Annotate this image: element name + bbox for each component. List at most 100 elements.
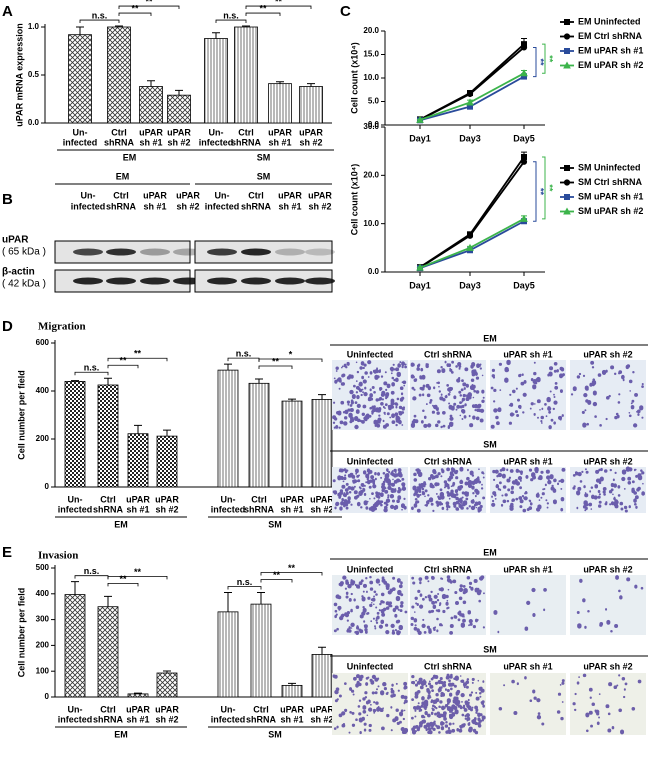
blot-band — [207, 277, 237, 285]
stained-cells — [490, 359, 565, 430]
bar — [127, 433, 149, 488]
blot-band — [106, 277, 136, 285]
significance-bracket — [258, 358, 323, 362]
significance-label: ** — [536, 59, 546, 67]
significance-bracket — [215, 19, 247, 24]
micrograph-label: uPAR sh #1 — [503, 564, 552, 574]
x-tick-label: sh #1 — [280, 504, 303, 514]
marker — [416, 115, 424, 123]
group-label: SM — [268, 729, 282, 739]
legend-label: EM Ctrl shRNA — [578, 31, 643, 41]
bar — [127, 693, 149, 698]
x-tick-label: Ctrl — [111, 127, 127, 137]
error-bar — [288, 398, 296, 402]
x-tick-label: infected — [211, 714, 246, 724]
x-tick-label: shRNA — [231, 137, 262, 147]
y-tick-label: 500 — [36, 563, 50, 572]
x-tick-label: uPAR — [155, 704, 179, 714]
bar — [217, 611, 239, 698]
bar — [268, 83, 292, 124]
legend-label: SM Ctrl shRNA — [578, 177, 643, 187]
marker — [466, 232, 474, 239]
x-tick-label: uPAR — [280, 704, 304, 714]
bar — [156, 435, 178, 488]
stained-cells — [572, 673, 642, 735]
y-axis-label: Cell number per field — [16, 370, 26, 460]
blot-row-label: β-actin — [2, 267, 35, 278]
marker — [564, 165, 570, 171]
micrograph-label: Ctrl shRNA — [424, 456, 473, 466]
micrograph-label: Ctrl shRNA — [424, 564, 473, 574]
significance-label: ** — [545, 55, 555, 63]
blot-band — [241, 277, 271, 285]
significance-label: n.s. — [84, 566, 100, 576]
x-tick-label: infected — [58, 504, 93, 514]
bar — [64, 594, 86, 698]
bar — [250, 603, 272, 698]
blot-column-label: uPAR — [278, 190, 302, 200]
bar — [234, 26, 258, 124]
marker — [564, 48, 570, 54]
micrograph — [490, 673, 566, 735]
significance-bracket — [227, 586, 262, 590]
significance-label: ** — [131, 3, 139, 13]
micrograph-label: Uninfected — [347, 456, 394, 466]
y-tick-label: 0.0 — [368, 267, 380, 276]
micrograph-label: Uninfected — [347, 564, 394, 574]
blot-column-label: sh #1 — [278, 201, 301, 211]
micrograph-label: uPAR sh #2 — [583, 661, 632, 671]
chart-title: Invasion — [38, 550, 78, 562]
y-tick-label: 0 — [45, 692, 50, 701]
x-tick-label: sh #2 — [299, 137, 322, 147]
y-tick-label: 20.0 — [363, 26, 379, 35]
significance-label: ** — [272, 356, 280, 366]
significance-label: ** — [134, 567, 142, 577]
group-label: SM — [257, 152, 271, 162]
bar — [311, 654, 333, 698]
error-bar — [224, 363, 232, 371]
significance-bracket — [260, 579, 293, 583]
x-tick-label: Day3 — [459, 133, 481, 143]
x-tick-label: Un- — [73, 127, 88, 137]
x-tick-label: sh #1 — [139, 137, 162, 147]
marker — [520, 214, 528, 222]
y-tick-label: 200 — [36, 641, 50, 650]
error-bar — [307, 83, 315, 87]
blot-band — [73, 277, 103, 285]
legend-label: SM uPAR sh #1 — [578, 191, 643, 201]
error-bar — [224, 592, 232, 612]
stained-cells — [491, 466, 566, 513]
significance-label: ** — [119, 574, 127, 584]
blot-column-label: Ctrl — [113, 190, 129, 200]
marker — [466, 90, 474, 98]
panel-letter: A — [2, 3, 13, 20]
significance-bracket — [107, 582, 139, 587]
significance-bracket — [260, 572, 323, 576]
x-tick-label: sh #2 — [155, 504, 178, 514]
marker — [520, 69, 528, 77]
marker — [520, 158, 528, 165]
group-label: EM — [114, 729, 128, 739]
error-bar — [134, 692, 142, 694]
micrograph — [570, 673, 646, 735]
x-tick-label: uPAR — [139, 127, 163, 137]
micrograph-section-title: SM — [483, 644, 497, 654]
significance-label: ** — [545, 184, 555, 192]
error-bar — [318, 646, 326, 655]
significance-label: ** — [273, 570, 281, 580]
micrograph-section-title: SM — [483, 439, 497, 449]
x-tick-label: uPAR — [280, 494, 304, 504]
significance-label: n.s. — [223, 10, 239, 20]
error-bar — [104, 595, 112, 607]
x-tick-label: sh #2 — [310, 504, 333, 514]
significance-bracket — [533, 46, 537, 78]
y-tick-label: 100 — [36, 666, 50, 675]
legend-label: EM uPAR sh #1 — [578, 45, 643, 55]
y-tick-label: 200 — [36, 434, 50, 443]
x-tick-label: sh #1 — [280, 714, 303, 724]
stained-cells — [411, 673, 486, 735]
micrograph-section-title: EM — [483, 333, 497, 343]
y-axis-label: Cell count (x10⁴) — [349, 164, 359, 235]
y-axis-label: uPAR mRNA expression — [14, 23, 24, 127]
